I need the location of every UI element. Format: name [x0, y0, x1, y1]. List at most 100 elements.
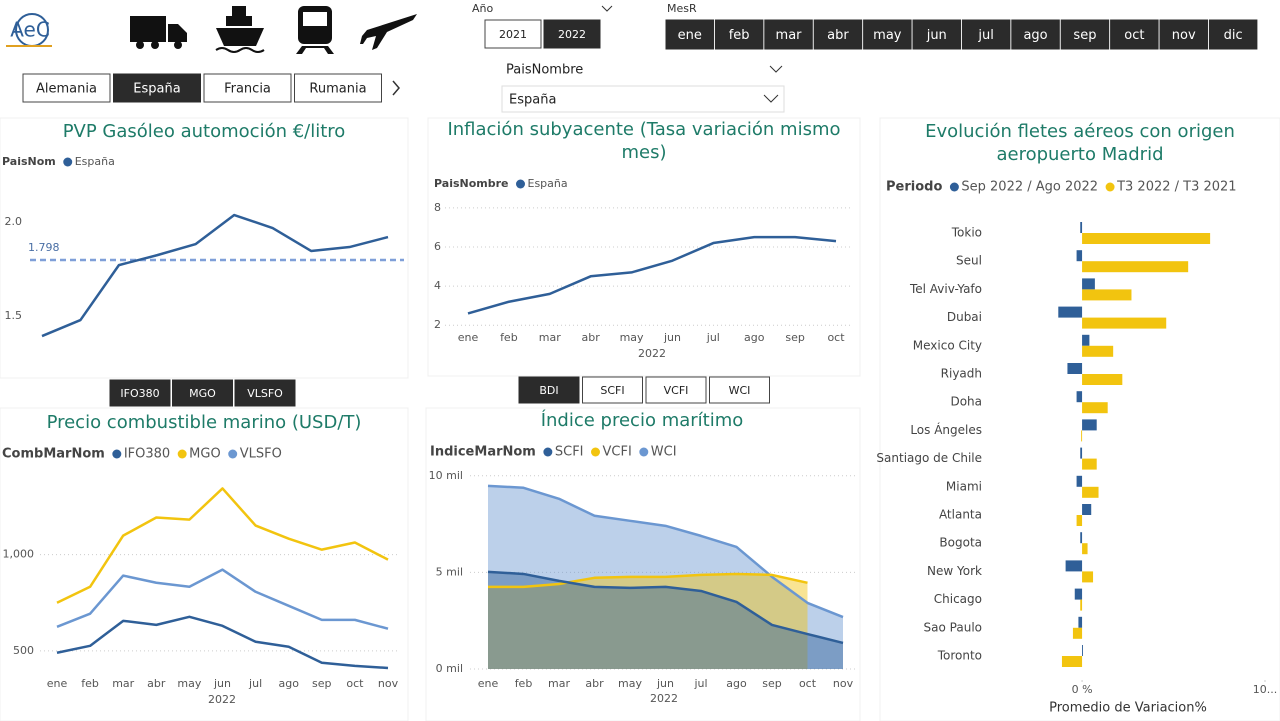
button[interactable]: [764, 19, 813, 50]
button-label[interactable]: ene: [678, 28, 702, 43]
button[interactable]: [1011, 19, 1060, 50]
button-label[interactable]: Alemania: [36, 82, 97, 97]
bar: [1082, 317, 1167, 329]
button[interactable]: [863, 19, 912, 50]
x-tick-label: jun: [656, 677, 674, 690]
legend-marker: [228, 449, 238, 459]
bar: [1076, 515, 1083, 526]
button-label[interactable]: jun: [926, 28, 947, 43]
button[interactable]: [709, 376, 770, 404]
button-label[interactable]: VLSFO: [247, 387, 283, 400]
button[interactable]: [234, 379, 296, 407]
button[interactable]: [714, 19, 764, 50]
button-label[interactable]: 2022: [558, 28, 586, 41]
button[interactable]: [1159, 19, 1208, 50]
button[interactable]: [484, 19, 542, 49]
button-label[interactable]: abr: [827, 28, 849, 43]
button[interactable]: [203, 73, 292, 103]
x-tick-label: nov: [378, 677, 399, 690]
x-tick-label: abr: [582, 331, 601, 344]
category-label: Riyadh: [941, 367, 982, 381]
button[interactable]: [1060, 19, 1110, 50]
x-tick-label: may: [620, 331, 644, 344]
button-label[interactable]: 2021: [499, 28, 527, 41]
button[interactable]: [294, 73, 382, 103]
category-label: Santiago de Chile: [876, 451, 982, 465]
button[interactable]: [1208, 19, 1258, 50]
bar: [1061, 656, 1083, 667]
button-label[interactable]: WCI: [729, 384, 751, 397]
button[interactable]: [582, 376, 643, 404]
y-tick-label: 6: [434, 240, 441, 253]
button[interactable]: [113, 73, 201, 103]
button-label[interactable]: Rumania: [309, 82, 366, 97]
x-tick-label: may: [177, 677, 201, 690]
chart-title: Evolución fletes aéreos con origen aerop…: [925, 121, 1235, 165]
ship-icon: [215, 6, 265, 53]
button[interactable]: [961, 19, 1011, 50]
button[interactable]: [543, 19, 601, 49]
button-label[interactable]: España: [133, 82, 180, 97]
line: [487, 484, 844, 619]
button[interactable]: [109, 379, 171, 407]
bar: [1058, 306, 1083, 318]
line: [41, 213, 389, 338]
legend-marker: [516, 179, 525, 189]
x-tick-label: 0 %: [1072, 683, 1093, 696]
x-tick-label: sep: [312, 677, 331, 690]
button-label[interactable]: may: [873, 28, 902, 43]
truck-icon: [130, 16, 187, 49]
button-label[interactable]: mar: [776, 28, 803, 43]
legend-label: España: [75, 155, 115, 168]
button[interactable]: [645, 376, 707, 404]
button[interactable]: [813, 19, 863, 50]
category-label: Dubai: [947, 310, 982, 324]
button-label[interactable]: ago: [1023, 28, 1047, 43]
x-tick-label: mar: [548, 677, 570, 690]
button[interactable]: [665, 19, 714, 50]
category-label: Tel Aviv-Yafo: [909, 282, 982, 296]
scroll-arrow[interactable]: [392, 80, 400, 96]
chevron: [769, 65, 783, 73]
category-label: New York: [927, 564, 982, 578]
button-label[interactable]: feb: [729, 28, 750, 43]
x-tick-label: abr: [585, 677, 604, 690]
legend-marker: [543, 447, 553, 457]
legend-title: PaisNom: [2, 155, 56, 168]
legend-marker: [1105, 182, 1115, 192]
x-tick-label: mar: [539, 331, 561, 344]
button-label[interactable]: Francia: [224, 82, 271, 97]
bar: [1080, 532, 1083, 544]
button-label[interactable]: dic: [1224, 28, 1243, 43]
y-tick-label: 4: [434, 279, 441, 292]
dropdown-value[interactable]: España: [509, 93, 556, 108]
line: [56, 615, 389, 670]
button[interactable]: [518, 376, 580, 404]
x-tick-label: feb: [515, 677, 533, 690]
button[interactable]: [22, 73, 111, 103]
x-tick-label: mar: [112, 677, 134, 690]
x-tick-label: oct: [827, 331, 845, 344]
line: [56, 568, 389, 630]
button[interactable]: [1110, 19, 1159, 50]
button-label[interactable]: nov: [1172, 28, 1196, 43]
button-label[interactable]: BDI: [539, 384, 558, 397]
button[interactable]: [172, 379, 233, 407]
button-label[interactable]: SCFI: [600, 384, 624, 397]
x-axis-label: Promedio de Variacion%: [1049, 701, 1207, 716]
button-label[interactable]: VCFI: [664, 384, 689, 397]
button-label[interactable]: sep: [1073, 28, 1096, 43]
bar: [1082, 334, 1090, 346]
button[interactable]: [912, 19, 961, 50]
dropdown[interactable]: [501, 85, 785, 113]
button-label[interactable]: jul: [977, 28, 993, 43]
x-tick-label: feb: [81, 677, 99, 690]
button-label[interactable]: IFO380: [120, 387, 159, 400]
bar: [1072, 627, 1083, 639]
button-label[interactable]: MGO: [189, 387, 216, 400]
bar: [1082, 419, 1097, 431]
button-label[interactable]: oct: [1124, 28, 1144, 43]
x-tick-label: oct: [346, 677, 364, 690]
